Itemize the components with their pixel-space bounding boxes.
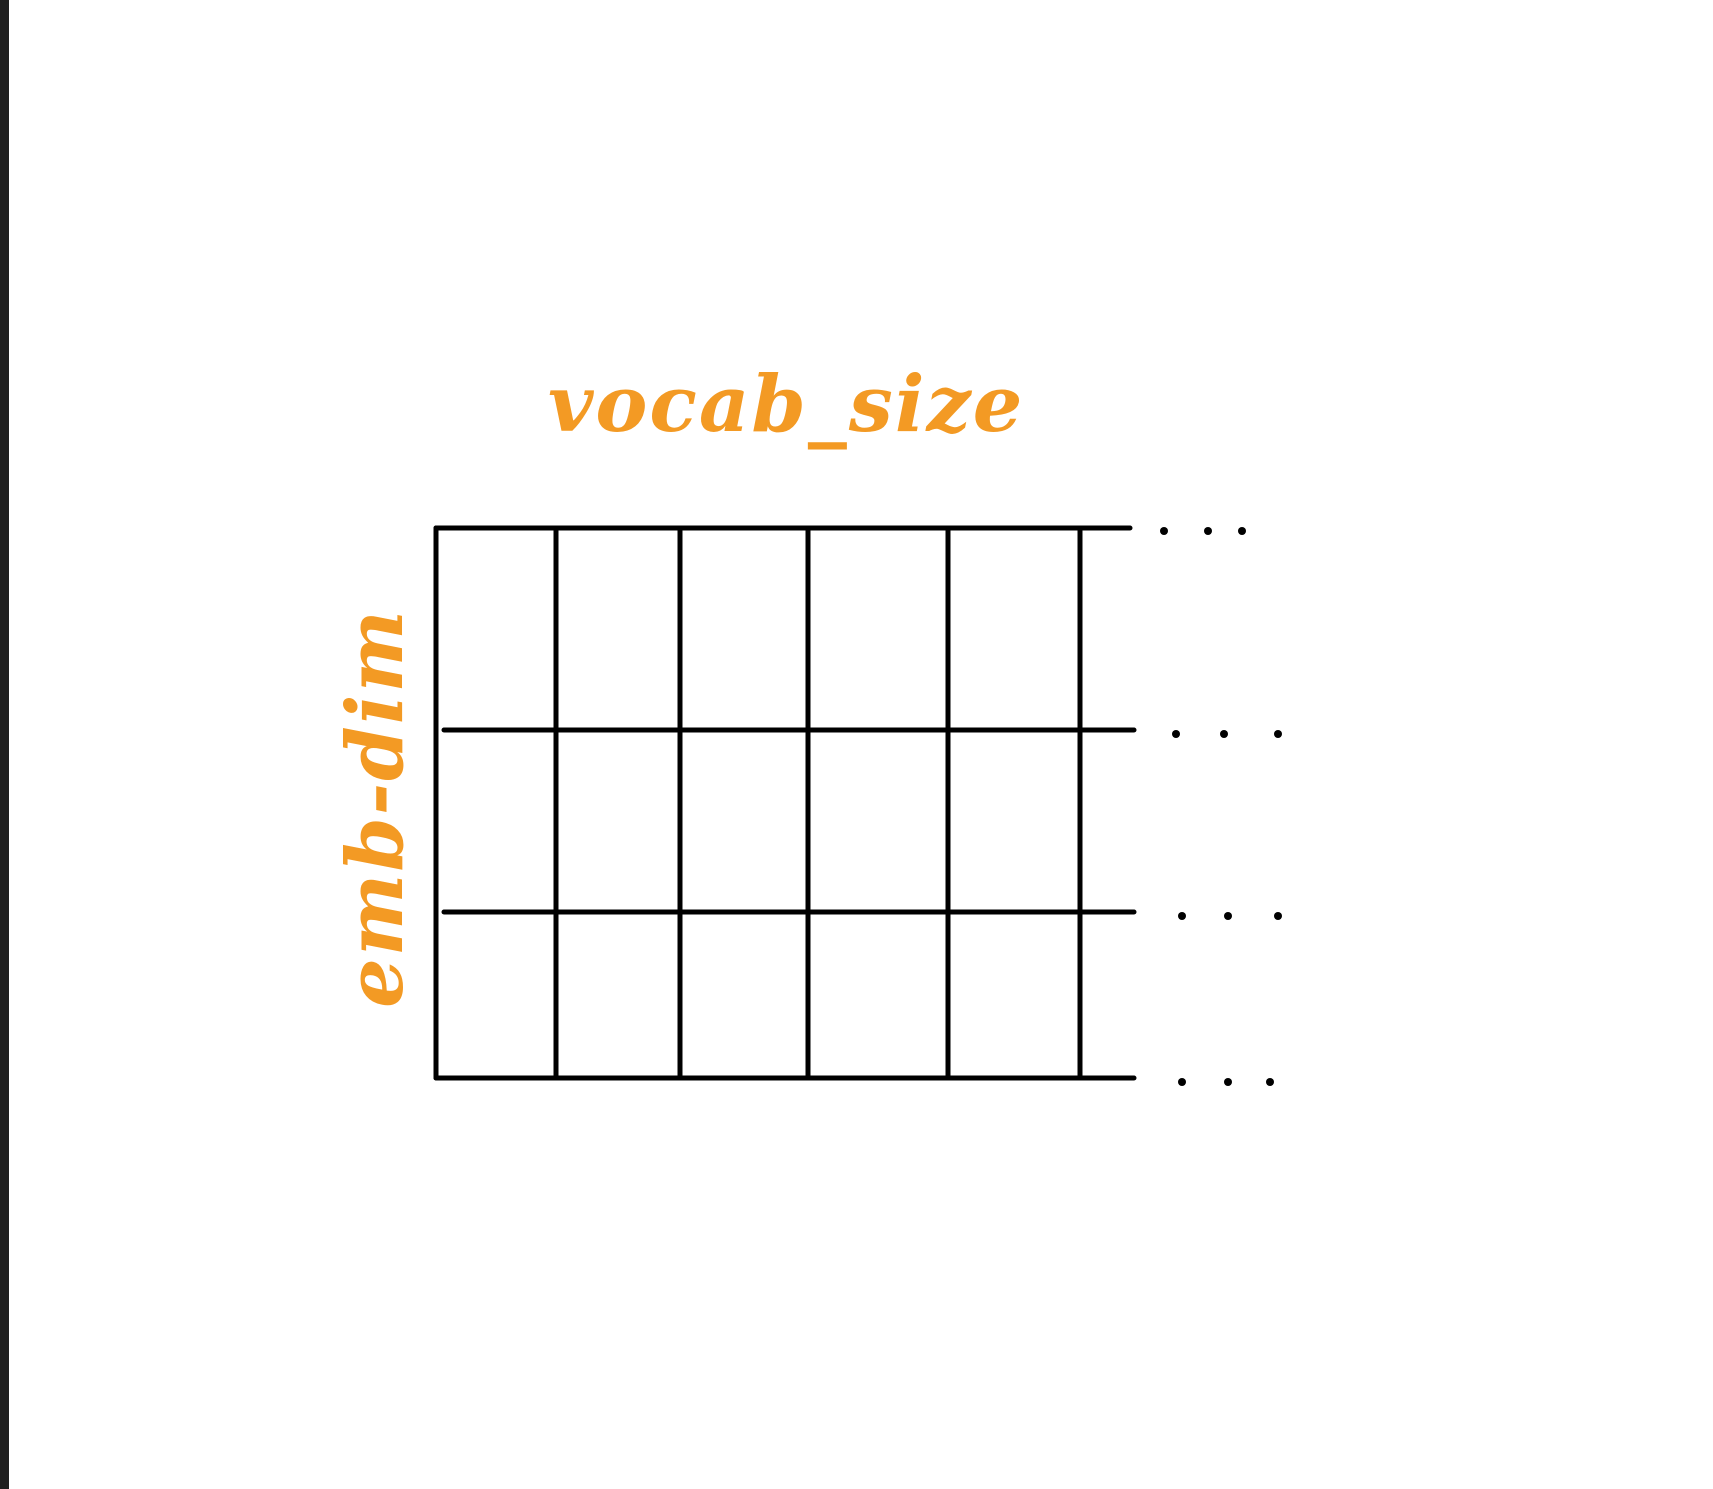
continuation-dot [1220,730,1228,738]
continuation-dot [1178,912,1186,920]
continuation-dot [1266,1078,1274,1086]
vocab-size-label: vocab_size [548,359,1025,450]
continuation-dot [1224,912,1232,920]
continuation-dot [1224,1078,1232,1086]
continuation-dot [1160,527,1168,535]
continuation-dot [1274,730,1282,738]
window-edge [0,0,9,1489]
continuation-dot [1238,527,1246,535]
continuation-dot [1172,730,1180,738]
continuation-dot [1204,527,1212,535]
continuation-dot [1178,1078,1186,1086]
continuation-dot [1274,912,1282,920]
